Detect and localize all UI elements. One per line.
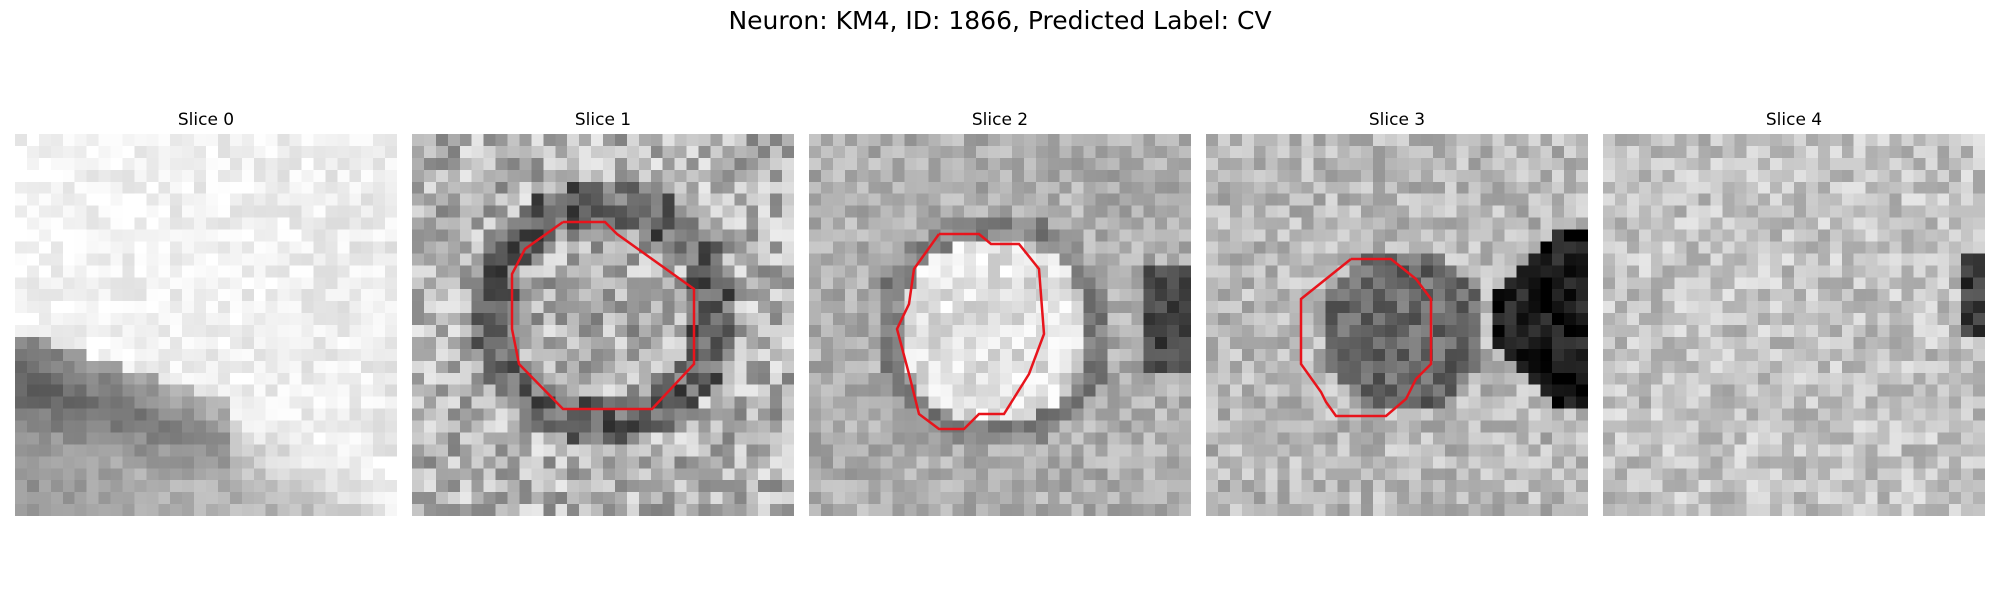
slice-panel-3: Slice 3 <box>1206 108 1588 516</box>
slice-image <box>412 134 794 516</box>
slice-image <box>809 134 1191 516</box>
slice-image <box>1603 134 1985 516</box>
slice-image <box>1206 134 1588 516</box>
slice-panel-0: Slice 0 <box>15 108 397 516</box>
slice-title: Slice 0 <box>177 110 235 130</box>
slice-title: Slice 4 <box>1765 110 1823 130</box>
segmentation-contour <box>510 220 696 411</box>
slice-panel-4: Slice 4 <box>1603 108 1985 516</box>
segmentation-contour <box>895 232 1046 431</box>
slice-title: Slice 1 <box>574 110 632 130</box>
slice-title: Slice 3 <box>1368 110 1426 130</box>
slice-title: Slice 2 <box>971 110 1029 130</box>
slice-image <box>15 134 397 516</box>
slice-panel-2: Slice 2 <box>809 108 1191 516</box>
segmentation-contour <box>1299 257 1433 418</box>
figure-title: Neuron: KM4, ID: 1866, Predicted Label: … <box>728 6 1272 35</box>
slice-panel-1: Slice 1 <box>412 108 794 516</box>
